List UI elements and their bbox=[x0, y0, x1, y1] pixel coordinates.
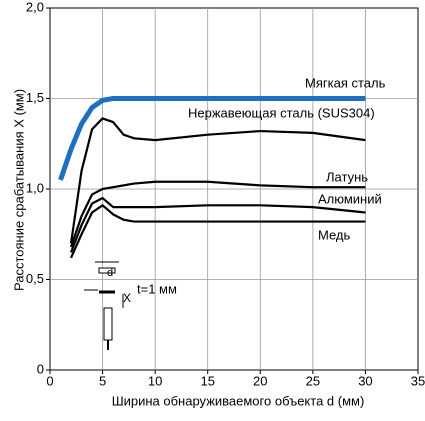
series-line bbox=[69, 180, 366, 248]
y-tick-label: 0 bbox=[37, 361, 44, 376]
series-label: Нержавеющая сталь (SUS304) bbox=[188, 105, 375, 120]
y-tick-label: 2,0 bbox=[26, 0, 44, 14]
series-label: Медь bbox=[318, 227, 351, 242]
x-tick-label: 15 bbox=[200, 373, 214, 388]
sensor-body bbox=[103, 307, 113, 341]
annotation: t=1 мм bbox=[137, 281, 177, 296]
x-axis-label: Ширина обнаруживаемого объекта d (мм) bbox=[112, 393, 365, 408]
x-tick-label: 25 bbox=[306, 373, 320, 388]
series-label: Латунь bbox=[326, 169, 368, 184]
y-tick-label: 1,0 bbox=[26, 180, 44, 195]
annotation: d bbox=[107, 267, 113, 279]
y-tick-label: 1,5 bbox=[26, 90, 44, 105]
series-line bbox=[58, 96, 366, 181]
annotation: X bbox=[123, 291, 131, 305]
x-tick-label: 0 bbox=[46, 373, 53, 388]
x-tick-label: 30 bbox=[358, 373, 372, 388]
x-tick-label: 10 bbox=[148, 373, 162, 388]
x-tick-label: 5 bbox=[99, 373, 106, 388]
x-tick-label: 35 bbox=[411, 373, 425, 388]
y-tick-label: 0,5 bbox=[26, 271, 44, 286]
y-axis-label: Расстояние срабатывания X (мм) bbox=[11, 89, 26, 291]
series-line bbox=[70, 196, 366, 253]
series-line bbox=[70, 204, 366, 259]
x-tick-label: 20 bbox=[253, 373, 267, 388]
series-label: Алюминий bbox=[318, 191, 382, 206]
series-line bbox=[69, 117, 366, 244]
target-plate bbox=[98, 267, 116, 274]
series-label: Мягкая сталь bbox=[305, 75, 386, 90]
